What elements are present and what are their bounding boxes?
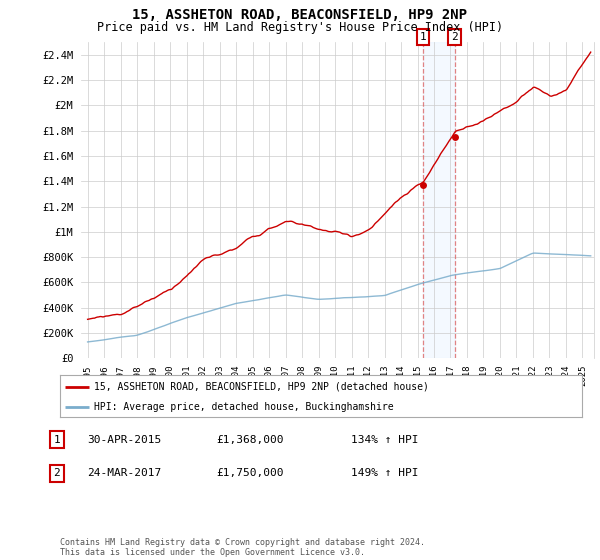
Text: Price paid vs. HM Land Registry's House Price Index (HPI): Price paid vs. HM Land Registry's House … xyxy=(97,21,503,34)
Text: 149% ↑ HPI: 149% ↑ HPI xyxy=(351,468,419,478)
Text: Contains HM Land Registry data © Crown copyright and database right 2024.
This d: Contains HM Land Registry data © Crown c… xyxy=(60,538,425,557)
Bar xyxy=(423,42,455,358)
Text: 30-APR-2015: 30-APR-2015 xyxy=(87,435,161,445)
Text: 2: 2 xyxy=(53,468,61,478)
Text: 24-MAR-2017: 24-MAR-2017 xyxy=(87,468,161,478)
Text: 1: 1 xyxy=(419,32,427,42)
Text: HPI: Average price, detached house, Buckinghamshire: HPI: Average price, detached house, Buck… xyxy=(94,402,394,412)
Text: 134% ↑ HPI: 134% ↑ HPI xyxy=(351,435,419,445)
Text: £1,750,000: £1,750,000 xyxy=(216,468,284,478)
Text: 1: 1 xyxy=(53,435,61,445)
Text: 2: 2 xyxy=(451,32,458,42)
Text: 15, ASSHETON ROAD, BEACONSFIELD, HP9 2NP (detached house): 15, ASSHETON ROAD, BEACONSFIELD, HP9 2NP… xyxy=(94,382,429,392)
Text: 15, ASSHETON ROAD, BEACONSFIELD, HP9 2NP: 15, ASSHETON ROAD, BEACONSFIELD, HP9 2NP xyxy=(133,8,467,22)
Text: £1,368,000: £1,368,000 xyxy=(216,435,284,445)
